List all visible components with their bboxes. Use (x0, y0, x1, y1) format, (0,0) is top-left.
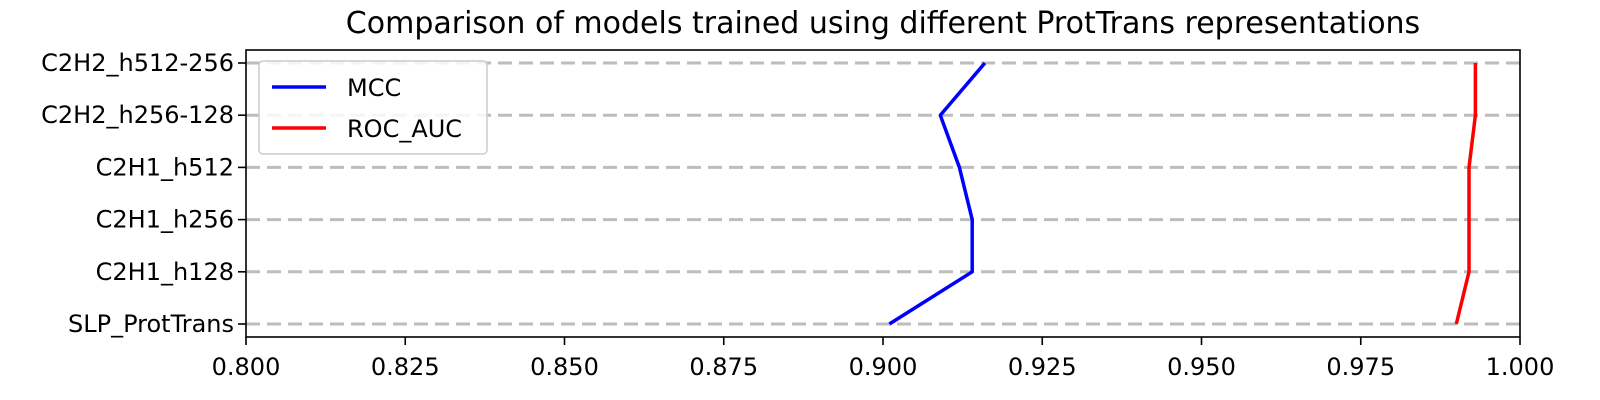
y-tick-label: C2H2_h256-128 (41, 101, 234, 129)
x-tick-label: 0.875 (689, 353, 758, 381)
x-tick-label: 0.950 (1167, 353, 1236, 381)
x-tick-label: 0.825 (371, 353, 440, 381)
legend: MCC ROC_AUC (258, 60, 488, 155)
series-layer (888, 61, 1478, 326)
y-tick-label: C2H1_h128 (96, 258, 234, 286)
x-tick-label: 0.925 (1008, 353, 1077, 381)
legend-box (258, 60, 488, 155)
series-line-mcc (888, 61, 987, 326)
y-axis: SLP_ProtTrans C2H1_h128 C2H1_h256 C2H1_h512… (41, 49, 246, 338)
y-tick-label: C2H2_h512-256 (41, 49, 234, 77)
y-tick-label: C2H1_h256 (96, 206, 234, 234)
x-tick-label: 0.800 (212, 353, 281, 381)
x-tick-label: 1.000 (1486, 353, 1555, 381)
y-tick-label: C2H1_h512 (96, 153, 234, 181)
chart-title: Comparison of models trained using diffe… (346, 6, 1420, 41)
x-axis: 0.800 0.825 0.850 0.875 0.900 0.925 0.950 0.975… (212, 337, 1555, 381)
y-tick-label: SLP_ProtTrans (68, 310, 234, 338)
x-tick-label: 0.975 (1326, 353, 1395, 381)
x-tick-label: 0.850 (530, 353, 599, 381)
x-tick-label: 0.900 (849, 353, 918, 381)
series-line-roc-auc (1454, 63, 1478, 325)
legend-label-mcc: MCC (347, 74, 401, 102)
legend-label-roc-auc: ROC_AUC (347, 115, 462, 143)
